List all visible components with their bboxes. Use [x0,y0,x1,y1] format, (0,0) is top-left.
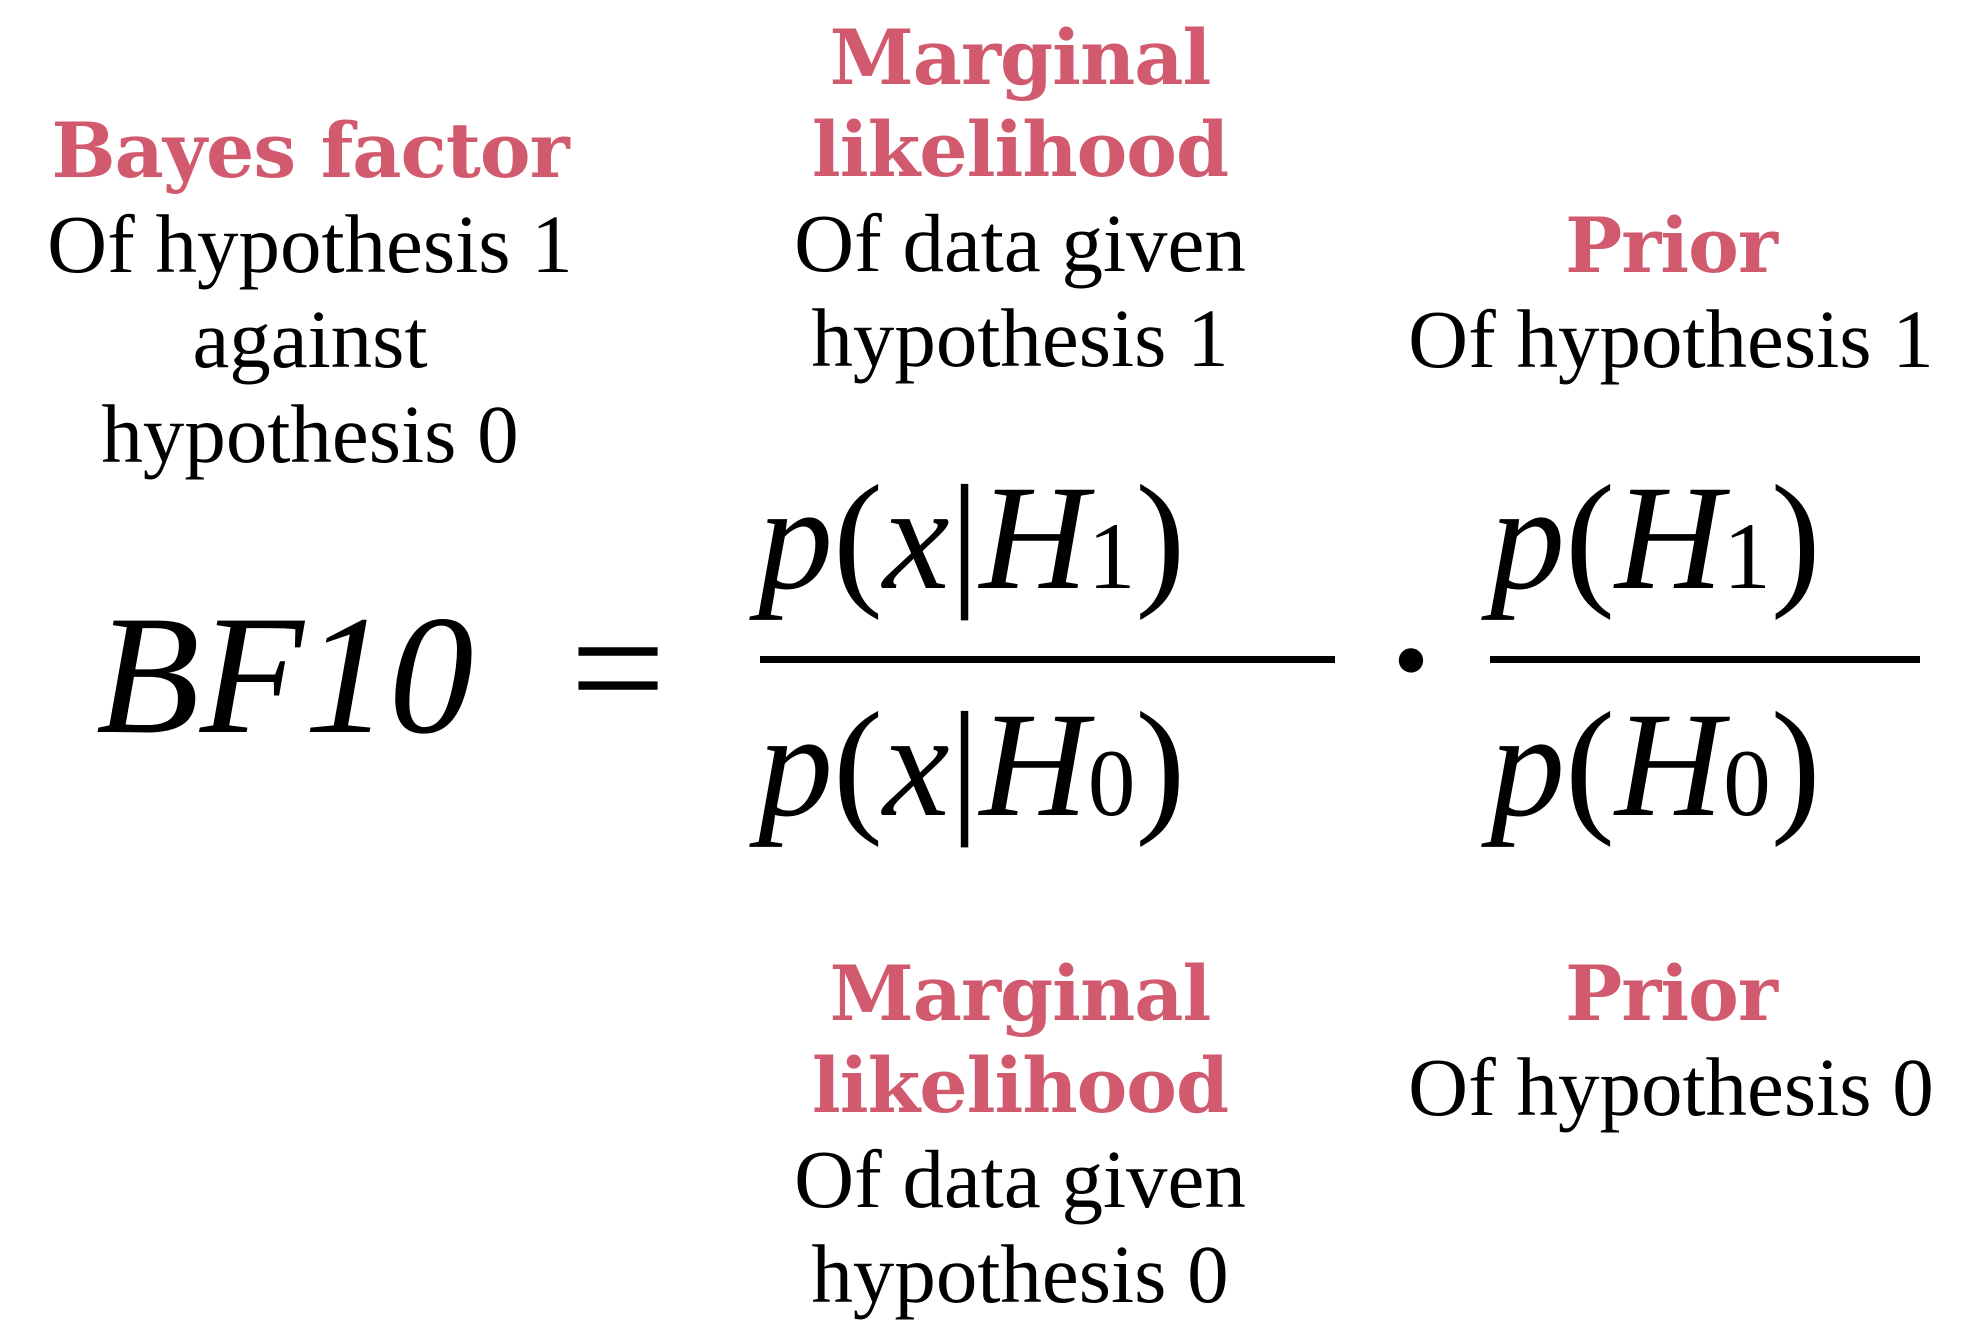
prior-top-heading: Prior [1565,201,1778,290]
likelihood-numerator-sub: 1 [1087,503,1136,609]
marginal-likelihood-bottom-desc-line-2: hypothesis 0 [811,1228,1229,1320]
likelihood-numerator-open-paren: ( [833,455,883,621]
prior-denominator-p: p [1490,682,1565,848]
likelihood-denominator-bar: | [949,682,980,848]
likelihood-numerator: p(x|H1) [758,453,1185,641]
prior-bottom-desc-line-1: Of hypothesis 0 [1408,1041,1934,1133]
bayes-factor-heading: Bayes factor [51,106,569,195]
likelihood-numerator-h: H [979,455,1088,621]
marginal-likelihood-bottom-heading-line-2: likelihood [811,1041,1229,1130]
marginal-likelihood-top-desc-line-1: Of data given [794,197,1246,289]
formula-lhs: BF10 [96,581,474,769]
prior-bottom-heading: Prior [1565,949,1778,1038]
likelihood-denominator-p: p [758,682,833,848]
bayes-factor-annotation: Bayes factor Of hypothesis 1 against hyp… [0,105,620,482]
prior-top-desc-line-1: Of hypothesis 1 [1408,293,1934,385]
likelihood-numerator-x: x [882,455,950,621]
likelihood-denominator-open-paren: ( [833,682,883,848]
prior-bottom-annotation: Prior Of hypothesis 0 [1366,948,1976,1135]
prior-fraction-bar [1490,656,1920,663]
likelihood-denominator: p(x|H0) [758,680,1185,868]
formula-equals: = [570,574,666,762]
prior-denominator: p(H0) [1490,680,1821,868]
prior-numerator-sub: 1 [1723,503,1771,609]
bayes-factor-desc-line-1: Of hypothesis 1 [47,198,573,290]
prior-numerator: p(H1) [1490,453,1821,641]
prior-denominator-sub: 0 [1723,730,1771,836]
likelihood-denominator-sub: 0 [1087,730,1136,836]
bayes-factor-desc-line-3: hypothesis 0 [101,388,519,480]
marginal-likelihood-top-heading-line-2: likelihood [811,105,1229,194]
marginal-likelihood-bottom-desc-line-1: Of data given [794,1133,1246,1225]
prior-denominator-h: H [1614,682,1724,848]
marginal-likelihood-top-annotation: Marginal likelihood Of data given hypoth… [740,12,1300,386]
likelihood-denominator-h: H [979,682,1088,848]
likelihood-fraction-bar [760,656,1335,663]
marginal-likelihood-bottom-annotation: Marginal likelihood Of data given hypoth… [740,948,1300,1322]
marginal-likelihood-bottom-heading-line-1: Marginal [829,949,1212,1038]
likelihood-denominator-x: x [882,682,950,848]
prior-numerator-open-paren: ( [1565,455,1615,621]
prior-denominator-close-paren: ) [1770,682,1821,848]
likelihood-numerator-close-paren: ) [1135,455,1186,621]
prior-denominator-open-paren: ( [1565,682,1615,848]
likelihood-denominator-close-paren: ) [1135,682,1186,848]
marginal-likelihood-top-heading-line-1: Marginal [829,13,1212,102]
likelihood-numerator-p: p [758,455,833,621]
prior-numerator-p: p [1490,455,1565,621]
prior-numerator-close-paren: ) [1770,455,1821,621]
bayes-factor-desc-line-2: against [192,293,428,385]
marginal-likelihood-top-desc-line-2: hypothesis 1 [811,292,1229,384]
likelihood-numerator-bar: | [949,455,980,621]
prior-numerator-h: H [1614,455,1724,621]
prior-top-annotation: Prior Of hypothesis 1 [1366,200,1976,387]
formula-multiply-dot: · [1386,577,1437,743]
